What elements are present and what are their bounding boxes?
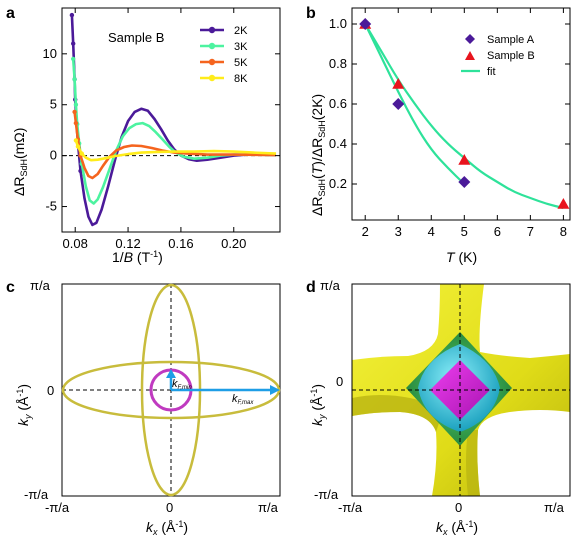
panel-b-ytick-label: 0.6	[329, 96, 347, 111]
panel-c-xtick-mid: 0	[166, 500, 173, 515]
panel-b-legend-label-sample-b: Sample B	[487, 50, 535, 62]
panel-c-ytick-top: π/a	[30, 278, 51, 293]
panel-a-series-8K-point	[79, 151, 85, 156]
panel-b-sample-a-point	[458, 176, 471, 188]
panel-a-legend-marker-3K	[208, 42, 216, 50]
panel-a-legend-label-8K: 8K	[234, 73, 248, 85]
panel-b-fit-curve	[364, 23, 564, 210]
panel-c-ylabel: ky (Å-1)	[15, 384, 33, 426]
panel-a-series-8K-point	[75, 144, 81, 149]
panel-b-ytick-label: 0.8	[329, 56, 347, 71]
panel-b-sample-a-point	[359, 18, 372, 30]
panel-b-xtick-label: 8	[560, 224, 567, 239]
panel-b-chart: 2 3 4 5 6 7 8 0.2 0.4 0.6 0.8 1.0 Sample A Sample B f…	[309, 7, 571, 265]
panel-b-xlabel: T (K)	[446, 249, 477, 265]
panel-a-legend: 2K 3K 5K 8K	[200, 25, 248, 85]
panel-c-kfmin-label: kF,min	[172, 378, 192, 391]
panel-b-ytick-label: 0.2	[329, 176, 347, 191]
panel-a-series-2K-point	[69, 12, 75, 18]
panel-a-series-5K-point	[73, 120, 79, 126]
panel-b-xtick-label: 3	[395, 224, 402, 239]
panel-b-legend-marker-sample-b	[465, 51, 475, 60]
panel-letter-b: b	[306, 5, 316, 22]
panel-a-annotation: Sample B	[108, 30, 164, 45]
panel-b-xtick-label: 6	[494, 224, 501, 239]
panel-b-sample-b-point	[557, 198, 570, 209]
panel-a-series-3K-point	[73, 102, 79, 107]
panel-a-frame	[61, 7, 281, 233]
panel-a-legend-marker-8K	[208, 74, 216, 82]
panel-d-yellow-shade-left	[352, 395, 440, 432]
panel-letter-c: c	[6, 279, 15, 296]
panel-a-ylabel: ΔRSdH(mΩ)	[11, 128, 29, 196]
panel-a-xtick-label: 0.08	[63, 236, 88, 251]
panel-d-diagram: π/a 0 -π/a -π/a 0 π/a kx (Å-1) ky (Å-1)	[309, 278, 571, 537]
panel-a-ytick-label: 5	[50, 97, 57, 112]
panel-c-xlabel: kx (Å-1)	[146, 519, 188, 537]
panel-d-ytick-bottom: -π/a	[314, 487, 339, 502]
panel-d-xlabel: kx (Å-1)	[436, 519, 478, 537]
panel-d-xtick-left: -π/a	[338, 500, 363, 515]
panel-c-ytick-bottom: -π/a	[24, 487, 49, 502]
panel-b-ylabel: ΔRSdH(T)/ΔRSdH(2K)	[309, 94, 327, 216]
panel-d-ytick-top: π/a	[320, 278, 341, 293]
panel-b-fit-curve	[364, 23, 466, 185]
panel-a-chart: 0.08 0.12 0.16 0.20 -5 0 5 10 Sample B 2K 3K 5K 8K…	[11, 7, 281, 265]
panel-b-frame	[351, 7, 571, 221]
panel-b-xtick-label: 5	[461, 224, 468, 239]
panel-b-legend-marker-sample-a	[465, 34, 475, 44]
panel-a-series-8K-line	[74, 139, 277, 162]
panel-b-ytick-label: 1.0	[329, 16, 347, 31]
kfmin-arrow-head	[166, 369, 176, 378]
panel-b-sample-b-point	[392, 78, 405, 89]
panel-c-xtick-left: -π/a	[45, 500, 70, 515]
panel-a-series-2K-point	[71, 41, 76, 46]
panel-a-xtick-label: 0.12	[115, 236, 140, 251]
panel-a-xtick-label: 0.16	[168, 236, 193, 251]
panel-letter-a: a	[6, 5, 15, 22]
panel-d-xtick-right: π/a	[544, 500, 565, 515]
panel-d-frame	[351, 283, 571, 497]
panel-a-series-3K-point	[71, 56, 76, 62]
panel-a-ytick-label: 10	[43, 46, 57, 61]
panel-a-ytick-label: 0	[50, 148, 57, 163]
panel-b-xtick-label: 2	[362, 224, 369, 239]
panel-c-ytick-mid: 0	[47, 383, 54, 398]
panel-a-ytick-label: -5	[45, 199, 57, 214]
panel-d-xtick-mid: 0	[455, 500, 462, 515]
panel-c-kfmax-label: kF,max	[232, 393, 254, 406]
kfmax-arrow-head	[270, 385, 280, 395]
panel-b-sample-a-point	[392, 98, 405, 110]
panel-d-yellow-shade-bottom	[466, 430, 480, 496]
panel-a-series-3K-point	[72, 77, 77, 82]
panel-letter-d: d	[306, 279, 316, 296]
panel-c-arrows	[166, 369, 280, 395]
panel-a-legend-label-5K: 5K	[234, 57, 248, 69]
panel-a-legend-label-3K: 3K	[234, 41, 248, 53]
panel-a-legend-label-2K: 2K	[234, 25, 248, 37]
panel-a-series-8K-point	[73, 138, 79, 143]
panel-b-legend-label-sample-a: Sample A	[487, 34, 535, 46]
panel-a-xlabel: 1/B (T-1)	[112, 249, 163, 265]
panel-b-legend: Sample A Sample B fit	[461, 34, 535, 78]
panel-b-xtick-label: 7	[527, 224, 534, 239]
panel-c-diagram: kF,min kF,max π/a 0 -π/a -π/a 0 π/a kx (…	[15, 278, 281, 537]
panel-d-ytick-mid: 0	[336, 374, 343, 389]
panel-a-xtick-label: 0.20	[221, 236, 246, 251]
panel-b-legend-label-fit: fit	[487, 66, 496, 78]
panel-d-ylabel: ky (Å-1)	[309, 384, 327, 426]
panel-a-legend-marker-2K	[208, 26, 216, 34]
panel-a-legend-marker-5K	[208, 58, 216, 66]
panel-b-xtick-label: 4	[428, 224, 435, 239]
panel-a-series-5K-line	[73, 111, 277, 180]
panel-b-sample-b-point	[458, 154, 471, 165]
panel-c-xtick-right: π/a	[258, 500, 279, 515]
panel-b-ytick-label: 0.4	[329, 136, 347, 151]
panel-a-series-5K-point	[72, 109, 77, 115]
